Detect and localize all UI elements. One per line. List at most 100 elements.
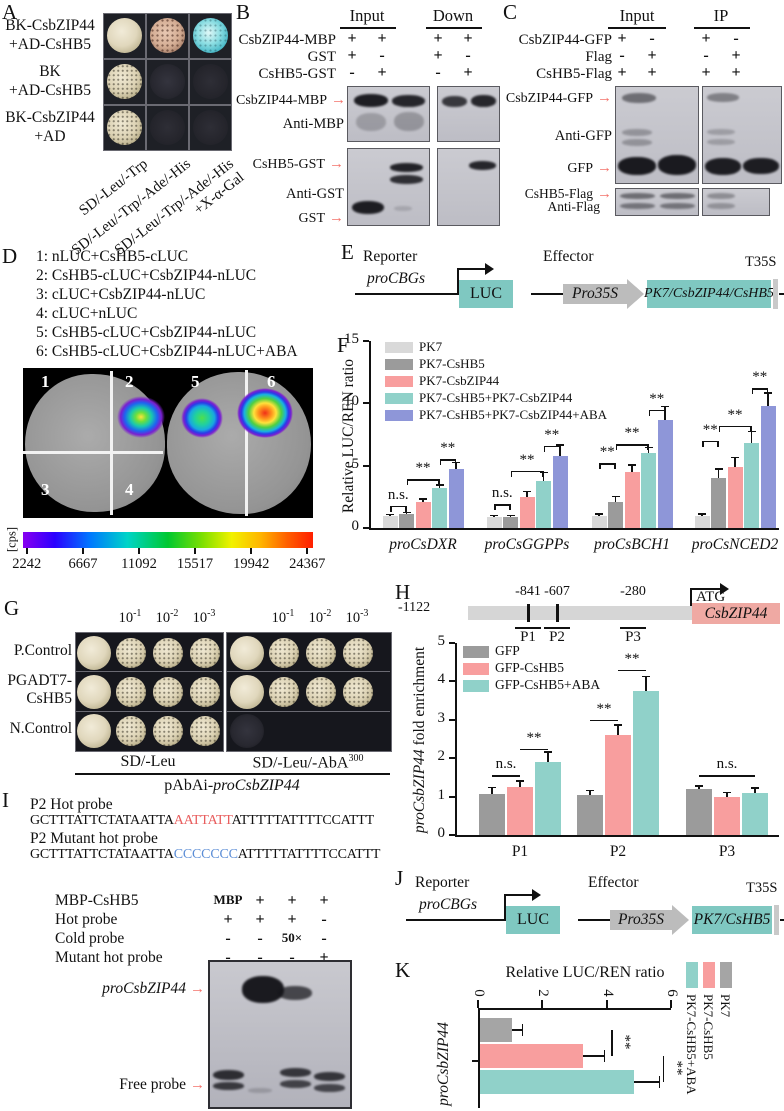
sig-bracket	[390, 505, 407, 508]
band-label-gst: GST →	[236, 210, 344, 227]
media-right-base: SD/-Leu/-AbA	[252, 754, 349, 772]
effector-gene: PK7/CsHB5	[693, 911, 771, 928]
panel-h-label: H	[395, 580, 411, 604]
error-bar-cap	[611, 495, 620, 498]
bar-PK7-CsHB5+PK7-CsbZIP44	[536, 480, 551, 528]
error-bar	[634, 1081, 659, 1083]
colorbar-tick	[193, 548, 196, 554]
x-axis	[455, 835, 779, 837]
emsa-value: -	[289, 949, 295, 966]
divider-vertical-1	[110, 371, 113, 515]
lane-value: +	[731, 47, 741, 64]
colorbar-tick-label: 24367	[289, 556, 326, 572]
bar-PK7	[591, 515, 607, 528]
sig-bracket	[439, 459, 456, 461]
red-arrow-icon: →	[190, 1077, 205, 1093]
error-bar	[614, 495, 617, 502]
x-axis	[478, 1008, 671, 1010]
error-bar-cap	[586, 789, 594, 792]
panel-J: J Reporter proCBGs LUC Effector Pro35S PK7/CsH…	[390, 866, 784, 958]
probe-label: P1	[515, 627, 541, 646]
error-bar	[559, 444, 561, 456]
panel-E: E Reporter proCBGs LUC Effector Pro35S PK7/Csb…	[335, 240, 784, 335]
lane-value: -	[349, 64, 355, 81]
colorbar-unit: [cps]	[4, 527, 19, 552]
protein-band	[356, 113, 386, 131]
tss-arrowhead-icon	[532, 889, 541, 901]
g-row-label: PGADT7- CsHB5	[7, 672, 72, 707]
protein-band	[622, 129, 652, 136]
legend-swatch	[385, 410, 413, 421]
red-arrow-icon: →	[331, 92, 347, 108]
seq-pre: GCTTTATTCTATAATTA	[30, 813, 174, 828]
yeast-spot	[77, 635, 111, 670]
x-category-label: proCsDXR	[389, 536, 457, 553]
y-tick-label: 0	[351, 518, 360, 534]
bait-prefix: pAbAi-	[164, 777, 214, 794]
group-header: IP	[713, 6, 729, 25]
bar-PK7-CsHB5	[711, 478, 726, 528]
leaf-number: 6	[267, 372, 276, 391]
reporter-title: Reporter	[415, 874, 470, 891]
lane-value: +	[433, 30, 443, 47]
error-bar	[438, 484, 441, 489]
bar-PK7-CsHB5	[608, 501, 623, 528]
bar-PK7-CsHB5+PK7-CsbZIP44	[641, 453, 656, 528]
y-axis-title-rest: fold enrichment	[411, 646, 428, 750]
protein-band	[392, 95, 425, 107]
colorbar-tick-label: 6667	[68, 556, 98, 572]
y-axis-title: proCsbZIP44 fold enrichment	[411, 625, 429, 855]
dilution-label: 10-2	[155, 608, 179, 626]
dilution-base: 10	[118, 609, 134, 626]
sig-label: n.s.	[716, 756, 738, 773]
yeast-colony-darkfaint	[193, 64, 228, 99]
error-bar-cap	[521, 1024, 524, 1036]
sig-bracket-end	[542, 470, 544, 477]
blot-anti-mbp-input	[347, 86, 430, 142]
yeast-colony-pink	[150, 18, 185, 53]
protein-band	[658, 155, 696, 175]
protein-band	[442, 96, 467, 107]
sig-bracket	[599, 463, 616, 465]
gel-band	[278, 986, 312, 1000]
lane-name: CsbZIP44-GFP	[518, 32, 612, 48]
reporter-gene: LUC	[517, 911, 549, 928]
panel-A: A BK-CsbZIP44 +AD-CsHB5 BK +AD-CsHB5 BK-Csb…	[0, 0, 340, 262]
dilution-label: 10-1	[271, 608, 295, 626]
bar-PK7-CsHB5	[399, 514, 414, 528]
y-tick-label: 5	[351, 455, 360, 472]
x-tick	[477, 1000, 479, 1008]
error-bar-cap	[698, 513, 706, 515]
legend-swatch	[720, 962, 732, 988]
error-bar-cap	[661, 405, 669, 408]
blot-anti-gst-input	[347, 148, 430, 226]
protein-band	[743, 158, 779, 174]
error-bar	[750, 430, 753, 444]
effector-baseline-2	[780, 919, 784, 921]
protein-band	[394, 112, 424, 131]
promoter-arrow: Pro35S	[610, 910, 672, 930]
yeast-spot	[230, 675, 264, 709]
emsa-row-label: Mutant hot probe	[55, 949, 163, 966]
lane-name: CsHB5-GST	[258, 66, 336, 82]
gel-band	[314, 1072, 345, 1081]
group-header-rule	[426, 27, 482, 29]
bar-PK7	[486, 516, 502, 528]
legend-swatch	[703, 962, 715, 988]
bar-PK7-CsHB5+PK7-CsbZIP44	[744, 443, 759, 528]
red-arrow-icon: →	[329, 210, 344, 226]
colorbar-tick-label: 19942	[233, 556, 270, 572]
probe-label: P2	[544, 627, 570, 646]
y-tick-label: 5	[437, 633, 446, 649]
probe-name: P2 Mutant hot probe	[30, 830, 158, 847]
protein-band	[352, 201, 384, 214]
sig-bracket	[406, 479, 440, 481]
yeast-spot	[153, 677, 183, 707]
tss-arrowhead-icon	[485, 263, 494, 275]
error-bar-cap	[614, 724, 622, 726]
legend-label: GFP-CsHB5	[495, 660, 565, 675]
band-label-cshb5-gst: CsHB5-GST →	[236, 156, 344, 173]
blot-anti-mbp-down	[437, 86, 500, 142]
x-category-label: proCsGGPPs	[484, 536, 570, 553]
bar-PK7-CsHB5	[480, 1044, 583, 1068]
